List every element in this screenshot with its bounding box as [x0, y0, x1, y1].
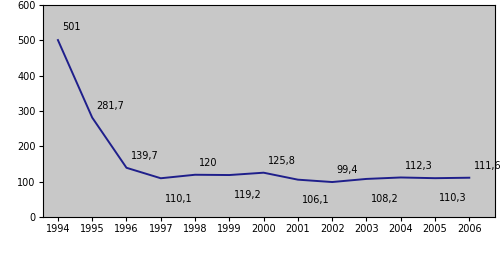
- Text: 119,2: 119,2: [234, 190, 261, 200]
- Text: 501: 501: [62, 22, 80, 32]
- Text: 125,8: 125,8: [268, 156, 295, 166]
- Text: 108,2: 108,2: [370, 194, 398, 204]
- Text: 110,1: 110,1: [165, 194, 192, 203]
- Text: 99,4: 99,4: [336, 165, 358, 175]
- Text: 112,3: 112,3: [405, 161, 432, 170]
- Text: 120: 120: [199, 158, 218, 168]
- Text: 106,1: 106,1: [302, 195, 330, 205]
- Text: 110,3: 110,3: [439, 194, 467, 203]
- Text: 139,7: 139,7: [130, 151, 158, 161]
- Text: 111,6: 111,6: [474, 161, 500, 171]
- Text: 281,7: 281,7: [96, 101, 124, 111]
